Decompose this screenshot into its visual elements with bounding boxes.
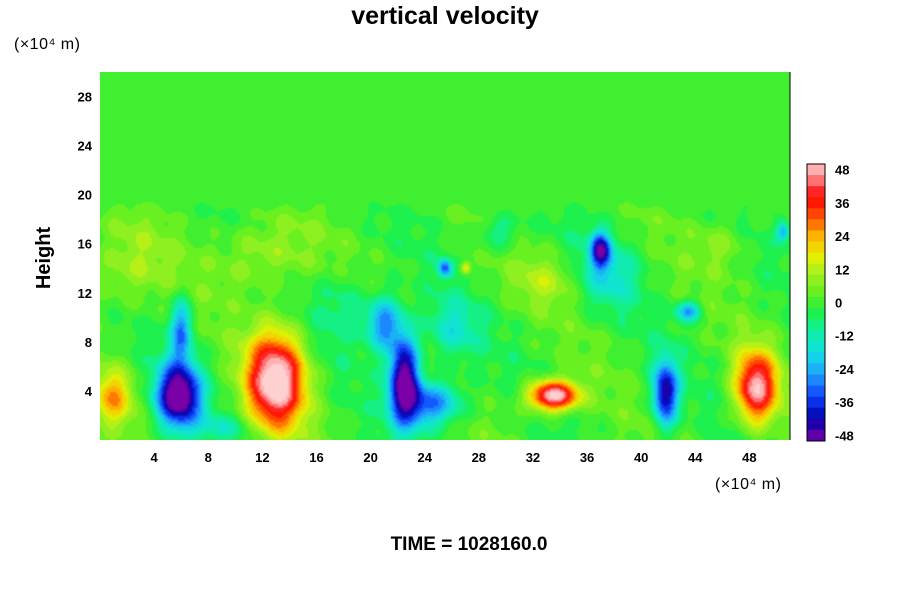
colorbar-tick-label: 36 xyxy=(835,196,849,211)
x-tick-label: 48 xyxy=(742,450,756,465)
x-tick-label: 12 xyxy=(255,450,269,465)
colorbar-band xyxy=(807,319,825,331)
colorbar-band xyxy=(807,407,825,420)
chart-title: vertical velocity xyxy=(351,2,539,30)
colorbar-band xyxy=(807,164,825,176)
y-tick-label: 20 xyxy=(78,188,92,203)
x-unit-label: (×10⁴ m) xyxy=(715,476,781,493)
colorbar-band xyxy=(807,219,825,231)
colorbar-tick-label: 0 xyxy=(835,296,842,311)
colorbar xyxy=(806,163,826,442)
y-tick-label: 24 xyxy=(78,139,93,154)
colorbar-frame xyxy=(806,163,826,442)
colorbar-band xyxy=(807,274,825,287)
colorbar-band xyxy=(807,296,825,309)
colorbar-tick-label: -36 xyxy=(835,395,854,410)
x-tick-label: 40 xyxy=(634,450,648,465)
y-tick-label: 12 xyxy=(78,286,92,301)
x-tick-labels: 4 8 12 16 20 24 28 32 36 40 44 48 xyxy=(151,450,757,465)
colorbar-band xyxy=(807,230,825,243)
colorbar-band xyxy=(807,308,825,320)
colorbar-tick-label: -24 xyxy=(835,362,855,377)
x-tick-label: 20 xyxy=(363,450,377,465)
colorbar-band xyxy=(807,175,825,187)
x-tick-label: 36 xyxy=(580,450,594,465)
colorbar-tick-label: -48 xyxy=(835,428,854,443)
y-tick-label: 4 xyxy=(85,384,93,399)
y-unit-label: (×10⁴ m) xyxy=(14,36,80,53)
colorbar-tick-label: 12 xyxy=(835,262,849,277)
colorbar-band xyxy=(807,263,825,276)
x-tick-label: 28 xyxy=(472,450,486,465)
x-tick-label: 24 xyxy=(417,450,432,465)
plot-area xyxy=(100,72,791,440)
x-tick-label: 8 xyxy=(205,450,212,465)
y-axis-label: Height xyxy=(33,227,55,290)
x-tick-label: 44 xyxy=(688,450,703,465)
colorbar-band xyxy=(807,385,825,398)
colorbar-band xyxy=(807,341,825,353)
colorbar-tick-label: 48 xyxy=(835,163,849,178)
y-tick-labels: 4 8 12 16 20 24 28 xyxy=(78,90,93,399)
y-tick-label: 28 xyxy=(78,90,92,105)
colorbar-band xyxy=(807,363,825,376)
colorbar-band xyxy=(807,241,825,254)
colorbar-band xyxy=(807,186,825,198)
colorbar-band xyxy=(807,252,825,265)
colorbar-band xyxy=(807,396,825,409)
colorbar-tick-labels: 48 36 24 12 0 -12 -24 -36 -48 xyxy=(835,163,855,444)
colorbar-band xyxy=(807,197,825,209)
colorbar-band xyxy=(807,374,825,387)
colorbar-tick-label: 24 xyxy=(835,229,850,244)
x-tick-label: 16 xyxy=(309,450,323,465)
colorbar-band xyxy=(807,208,825,220)
colorbar-tick-label: -12 xyxy=(835,329,854,344)
x-tick-label: 32 xyxy=(526,450,540,465)
y-tick-label: 16 xyxy=(78,237,92,252)
colorbar-band xyxy=(807,285,825,298)
colorbar-band xyxy=(807,429,825,442)
colorbar-band xyxy=(807,418,825,431)
y-tick-label: 8 xyxy=(85,335,92,350)
colorbar-band xyxy=(807,352,825,364)
time-label: TIME = 1028160.0 xyxy=(391,534,548,555)
velocity-field xyxy=(100,72,790,440)
colorbar-band xyxy=(807,330,825,342)
x-tick-label: 4 xyxy=(151,450,159,465)
